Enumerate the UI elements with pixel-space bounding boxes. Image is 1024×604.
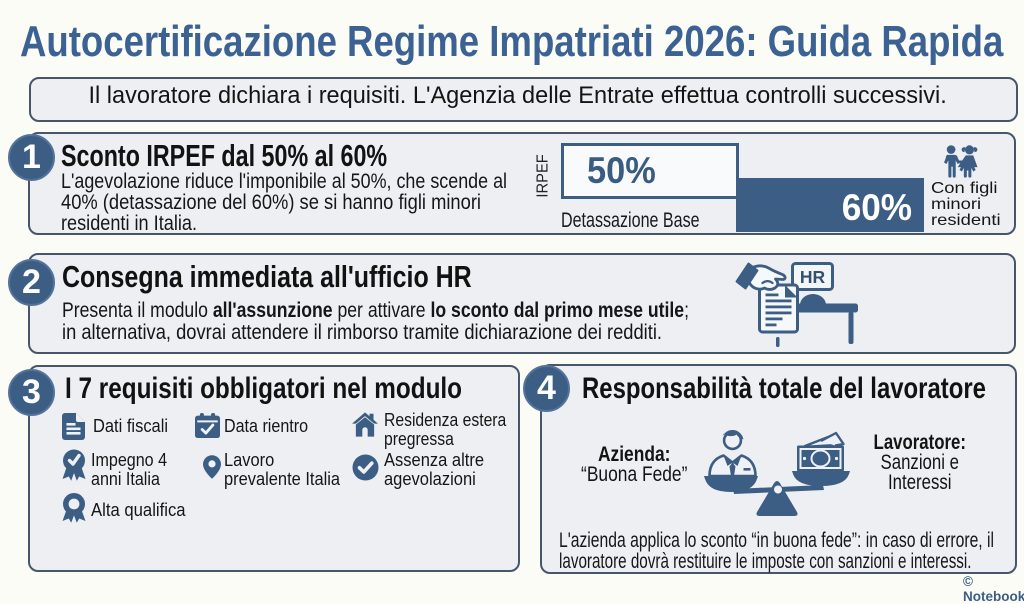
svg-text:HR: HR: [800, 267, 826, 287]
